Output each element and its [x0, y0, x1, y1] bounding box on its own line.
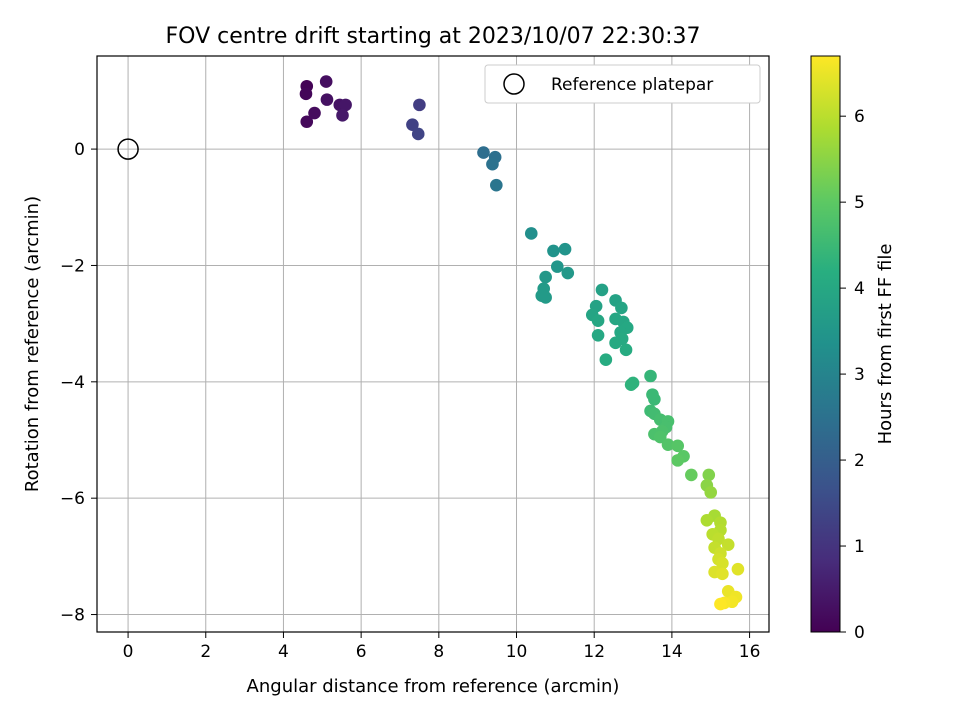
- data-point: [339, 98, 352, 112]
- data-point: [700, 513, 714, 527]
- data-point: [319, 75, 333, 88]
- data-point: [411, 127, 425, 141]
- data-point: [599, 353, 613, 367]
- grid: [97, 56, 769, 632]
- x-tick-label: 0: [123, 642, 134, 662]
- data-point: [714, 597, 727, 611]
- colorbar-ticks: 0 1 2 3 4 5 6: [840, 107, 865, 643]
- data-point: [653, 430, 667, 444]
- data-point: [300, 115, 314, 129]
- data-point: [561, 266, 575, 280]
- x-tick-label: 4: [278, 642, 289, 662]
- data-points: [117, 75, 745, 611]
- data-point: [547, 244, 560, 258]
- data-point: [551, 260, 564, 273]
- y-tick-label: −6: [60, 489, 85, 509]
- plot-frame: [96, 55, 770, 633]
- colorbar-gradient: [810, 55, 841, 633]
- data-point: [336, 109, 349, 122]
- data-point: [320, 93, 334, 106]
- legend-box: [484, 64, 761, 104]
- colorbar-tick-label: 5: [854, 193, 865, 213]
- y-tick-label: −8: [60, 606, 85, 626]
- data-point: [490, 178, 503, 192]
- data-point: [558, 242, 572, 256]
- data-point: [308, 106, 321, 120]
- data-point: [591, 328, 605, 342]
- colorbar-tick-label: 2: [854, 451, 865, 471]
- data-point: [615, 301, 628, 315]
- data-point: [539, 270, 552, 284]
- x-axis-label: Angular distance from reference (arcmin): [247, 676, 620, 697]
- data-point: [721, 538, 735, 552]
- colorbar-tick-label: 4: [854, 279, 865, 299]
- data-point: [524, 227, 538, 240]
- data-point: [716, 557, 729, 570]
- data-point: [661, 438, 675, 451]
- y-tick-label: −2: [60, 256, 85, 276]
- data-point: [716, 567, 729, 581]
- data-point: [648, 392, 661, 406]
- data-point: [595, 283, 609, 297]
- data-point: [413, 98, 426, 112]
- data-point: [704, 486, 718, 499]
- data-point: [539, 291, 552, 304]
- x-tick-label: 2: [200, 642, 211, 662]
- legend-entry-reference: Reference platepar: [551, 75, 713, 95]
- colorbar-tick-label: 6: [854, 107, 865, 127]
- data-point: [671, 439, 685, 453]
- data-point: [477, 146, 490, 159]
- data-point: [406, 118, 419, 131]
- x-tick-label: 16: [739, 642, 761, 662]
- data-point: [486, 157, 499, 171]
- legend-marker-reference: [503, 73, 525, 95]
- data-point: [685, 468, 698, 482]
- reference-platepar-marker: [117, 138, 139, 160]
- data-point: [299, 87, 313, 101]
- chart-title: FOV centre drift starting at 2023/10/07 …: [166, 24, 701, 49]
- colorbar-tick-label: 3: [854, 365, 865, 385]
- y-axis-label: Rotation from reference (arcmin): [22, 196, 43, 492]
- data-point: [731, 562, 745, 576]
- x-tick-label: 14: [661, 642, 683, 662]
- colorbar-tick-label: 1: [854, 537, 865, 557]
- data-point: [619, 343, 633, 357]
- x-tick-label: 12: [583, 642, 605, 662]
- colorbar: 0 1 2 3 4 5 6 Hours from first FF file: [810, 55, 896, 643]
- data-point: [702, 468, 716, 482]
- data-point: [644, 369, 657, 383]
- legend: Reference platepar: [484, 64, 761, 104]
- y-tick-label: 0: [74, 140, 85, 160]
- data-point: [624, 378, 638, 392]
- data-point: [609, 336, 622, 350]
- x-tick-label: 8: [433, 642, 444, 662]
- data-point: [671, 454, 685, 467]
- x-tick-label: 6: [356, 642, 367, 662]
- colorbar-label: Hours from first FF file: [875, 244, 896, 445]
- colorbar-tick-label: 0: [854, 623, 865, 643]
- axis-ticks: 0 2 4 6 8 10 12 14 16 −8 −6 −4 −2 0: [60, 140, 760, 662]
- x-tick-label: 10: [506, 642, 528, 662]
- data-point: [591, 314, 605, 328]
- y-tick-label: −4: [60, 373, 85, 393]
